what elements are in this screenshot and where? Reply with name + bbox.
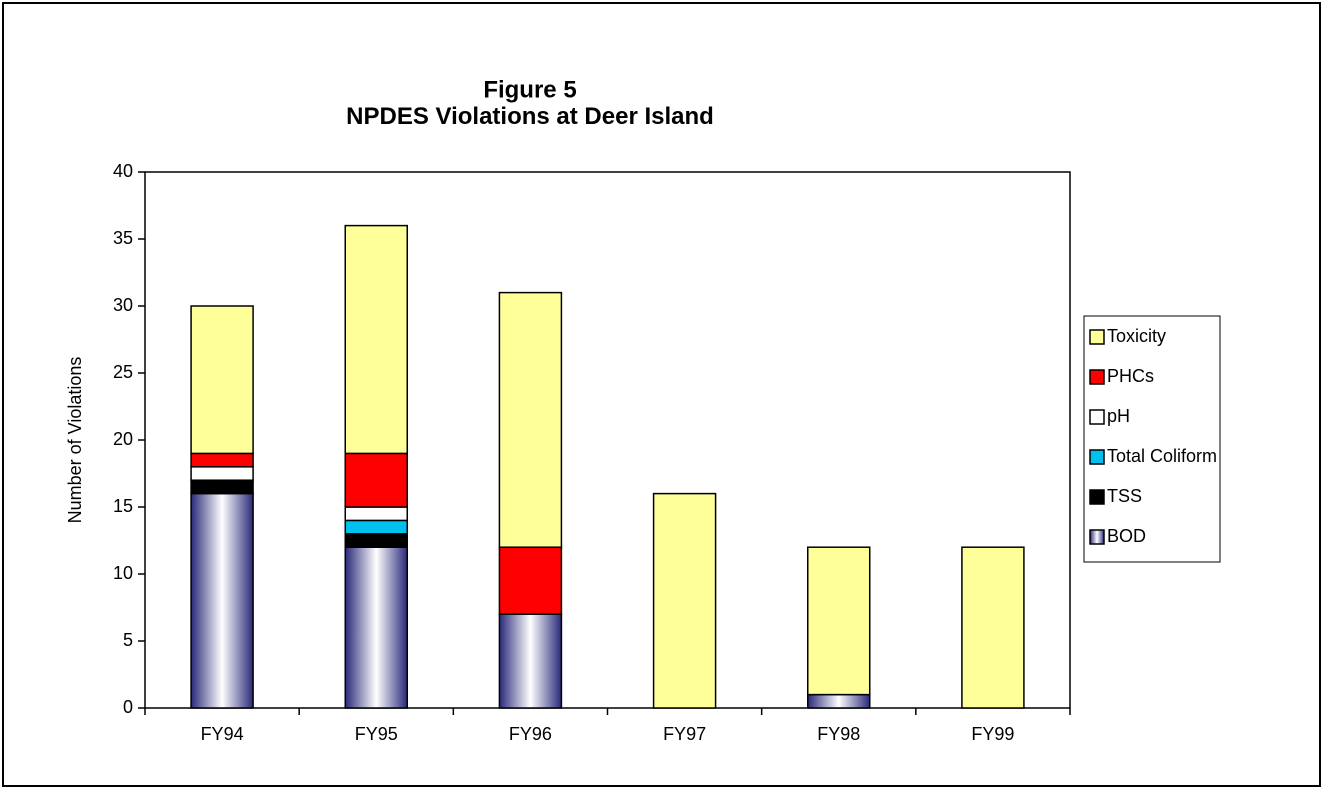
bar-segment xyxy=(344,506,408,522)
y-axis-label: Number of Violations xyxy=(65,357,85,524)
x-tick-label: FY98 xyxy=(817,724,860,744)
y-tick-label: 15 xyxy=(113,496,133,516)
legend-box xyxy=(1083,315,1221,563)
bar-segment xyxy=(961,546,1025,709)
bar-segment xyxy=(498,546,563,615)
bar-segment xyxy=(344,224,408,455)
y-tick-label: 40 xyxy=(113,161,133,181)
y-tick-label: 20 xyxy=(113,429,133,449)
legend-swatch xyxy=(1089,369,1105,385)
bar-segment xyxy=(807,546,871,696)
y-tick-label: 30 xyxy=(113,295,133,315)
bar-segment xyxy=(344,533,408,548)
bar-segment xyxy=(344,519,408,535)
y-tick-label: 10 xyxy=(113,563,133,583)
legend-swatch xyxy=(1089,409,1105,425)
legend-swatch xyxy=(1089,449,1105,465)
legend-label: Total Coliform xyxy=(1107,446,1217,466)
bar-segment xyxy=(190,305,254,455)
y-tick-label: 35 xyxy=(113,228,133,248)
x-tick-label: FY97 xyxy=(663,724,706,744)
bar-segment xyxy=(190,452,254,468)
legend-label: BOD xyxy=(1107,526,1146,546)
legend-label: TSS xyxy=(1107,486,1142,506)
bar-segment xyxy=(652,492,717,709)
bar-segment xyxy=(190,479,254,495)
legend-label: Toxicity xyxy=(1107,326,1166,346)
y-tick-label: 5 xyxy=(123,630,133,650)
y-tick-label: 0 xyxy=(123,697,133,717)
legend-swatch xyxy=(1089,529,1105,545)
bar-segment xyxy=(807,693,871,709)
bar-segment xyxy=(498,613,563,709)
x-tick-label: FY95 xyxy=(355,724,398,744)
bar-segment xyxy=(190,492,254,709)
bar-segment xyxy=(498,291,563,548)
legend-swatch xyxy=(1089,329,1105,345)
bar-segment xyxy=(344,452,408,508)
chart-subtitle: NPDES Violations at Deer Island xyxy=(346,103,714,130)
legend-label: pH xyxy=(1107,406,1130,426)
x-tick-label: FY94 xyxy=(201,724,244,744)
legend-swatch xyxy=(1089,489,1105,505)
x-tick-label: FY99 xyxy=(971,724,1014,744)
bar-segment xyxy=(190,466,254,481)
chart-title: Figure 5 xyxy=(483,76,576,103)
legend-label: PHCs xyxy=(1107,366,1154,386)
x-tick-label: FY96 xyxy=(509,724,552,744)
bar-segment xyxy=(344,546,408,709)
y-tick-label: 25 xyxy=(113,362,133,382)
